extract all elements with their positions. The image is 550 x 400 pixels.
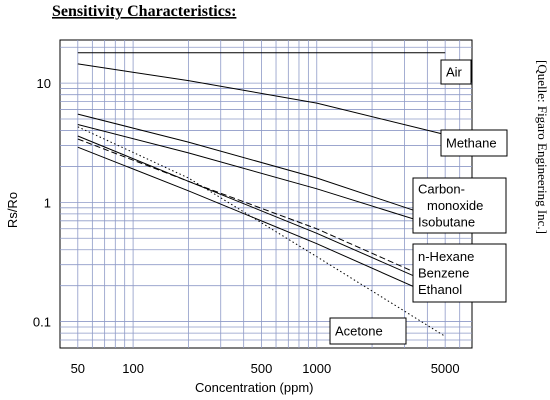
y-tick-label: 0.1 (33, 315, 51, 330)
legend-label: n-Hexane (418, 249, 474, 264)
x-tick-label: 500 (251, 361, 273, 376)
legend-label: monoxide (427, 198, 483, 213)
legend-box (329, 317, 407, 345)
legend-box (440, 129, 508, 157)
y-tick-label: 10 (37, 76, 51, 91)
source-annotation: [Quelle: Figaro Engineering Inc.] (535, 60, 550, 234)
series-line (77, 138, 446, 287)
legend-label: Methane (446, 135, 497, 150)
x-tick-label: 5000 (431, 361, 460, 376)
legend-label: Isobutane (418, 214, 475, 229)
y-tick-label: 1 (44, 195, 51, 210)
legend-box (440, 59, 472, 85)
series-line (77, 63, 446, 136)
legend-label: Carbon- (418, 181, 465, 196)
series-line (77, 113, 446, 222)
x-tick-label: 1000 (302, 361, 331, 376)
legend-box (412, 177, 507, 234)
series-line (77, 126, 446, 337)
legend-box (412, 243, 507, 303)
plot-area (59, 39, 473, 349)
y-axis-label: Rs/Ro (5, 192, 20, 228)
tick-labels: 50 100 500 1000 5000 10 1 0.1 (33, 76, 460, 376)
series-line (77, 124, 446, 230)
series-lines (77, 52, 446, 337)
legend-label: Acetone (335, 323, 383, 338)
chart-title: Sensitivity Characteristics: (52, 3, 236, 20)
x-tick-label: 100 (122, 361, 144, 376)
legend-label: Ethanol (418, 282, 462, 297)
legend-label: Air (446, 64, 463, 79)
x-axis-label: Concentration (ppm) (195, 380, 314, 395)
series-line (77, 135, 446, 291)
x-tick-label: 50 (71, 361, 85, 376)
legend-label: Benzene (418, 265, 469, 280)
